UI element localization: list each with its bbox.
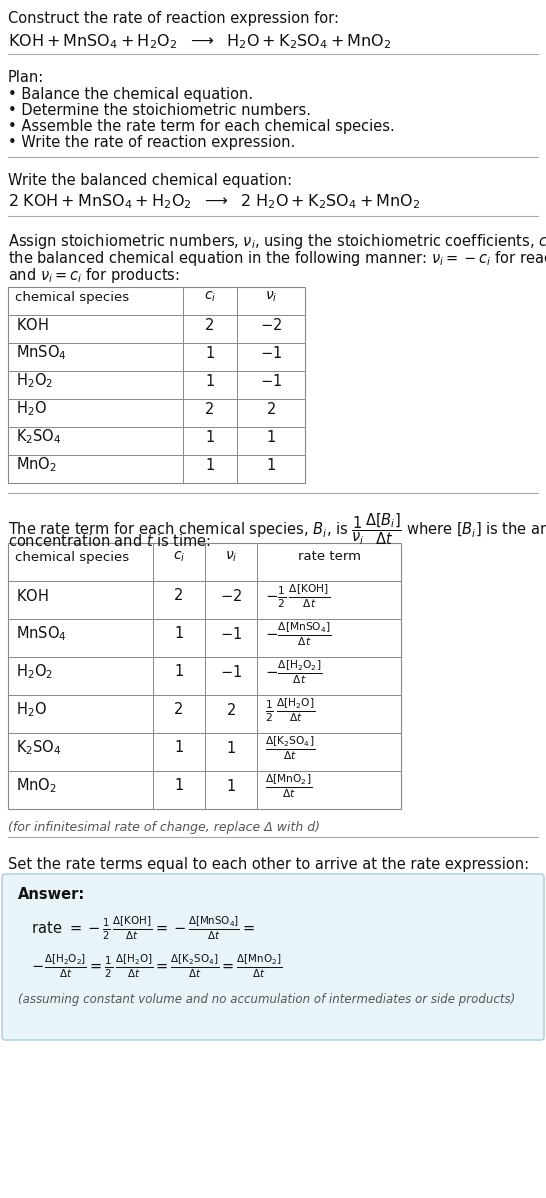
- Text: $2$: $2$: [226, 702, 236, 718]
- Text: $1$: $1$: [266, 456, 276, 473]
- Text: 1: 1: [205, 345, 215, 361]
- Text: (assuming constant volume and no accumulation of intermediates or side products): (assuming constant volume and no accumul…: [18, 993, 515, 1006]
- Text: and $\nu_i = c_i$ for products:: and $\nu_i = c_i$ for products:: [8, 266, 180, 285]
- Text: The rate term for each chemical species, $B_i$, is $\dfrac{1}{\nu_i}\dfrac{\Delt: The rate term for each chemical species,…: [8, 512, 546, 546]
- Text: $\mathregular{H_2O_2}$: $\mathregular{H_2O_2}$: [16, 371, 53, 391]
- Text: Construct the rate of reaction expression for:: Construct the rate of reaction expressio…: [8, 11, 339, 26]
- Text: 1: 1: [174, 740, 183, 756]
- Text: $-2$: $-2$: [260, 317, 282, 333]
- Text: Answer:: Answer:: [18, 887, 85, 902]
- Text: $-\frac{1}{2}\,\frac{\Delta[\mathregular{KOH}]}{\Delta t}$: $-\frac{1}{2}\,\frac{\Delta[\mathregular…: [265, 582, 330, 610]
- Text: $\mathregular{KOH}$: $\mathregular{KOH}$: [16, 317, 49, 333]
- Text: $\mathregular{H_2O}$: $\mathregular{H_2O}$: [16, 701, 47, 719]
- Text: $-\frac{\Delta[\mathregular{H_2O_2}]}{\Delta t} = \frac{1}{2}\,\frac{\Delta[\mat: $-\frac{\Delta[\mathregular{H_2O_2}]}{\D…: [18, 952, 282, 980]
- Text: $\mathregular{H_2O_2}$: $\mathregular{H_2O_2}$: [16, 662, 53, 682]
- Text: $\mathregular{MnO_2}$: $\mathregular{MnO_2}$: [16, 776, 57, 795]
- Text: chemical species: chemical species: [15, 551, 129, 563]
- Text: 2: 2: [205, 401, 215, 417]
- Text: chemical species: chemical species: [15, 290, 129, 303]
- Text: $-1$: $-1$: [260, 345, 282, 361]
- Text: $\mathregular{MnSO_4}$: $\mathregular{MnSO_4}$: [16, 624, 67, 643]
- Text: $c_i$: $c_i$: [204, 290, 216, 304]
- Text: $\mathregular{MnO_2}$: $\mathregular{MnO_2}$: [16, 455, 57, 474]
- Text: $-1$: $-1$: [260, 373, 282, 389]
- Text: Plan:: Plan:: [8, 69, 44, 85]
- Text: $-1$: $-1$: [220, 664, 242, 680]
- Text: $\frac{\Delta[\mathregular{K_2SO_4}]}{\Delta t}$: $\frac{\Delta[\mathregular{K_2SO_4}]}{\D…: [265, 734, 315, 762]
- Text: (for infinitesimal rate of change, replace Δ with d): (for infinitesimal rate of change, repla…: [8, 821, 320, 834]
- Text: $1$: $1$: [226, 778, 236, 794]
- Text: $1$: $1$: [266, 429, 276, 444]
- Text: Write the balanced chemical equation:: Write the balanced chemical equation:: [8, 173, 292, 188]
- Text: $\mathregular{K_2SO_4}$: $\mathregular{K_2SO_4}$: [16, 428, 62, 447]
- Text: $\mathregular{KOH}$: $\mathregular{KOH}$: [16, 588, 49, 604]
- Text: 1: 1: [205, 374, 215, 388]
- Text: • Balance the chemical equation.: • Balance the chemical equation.: [8, 87, 253, 102]
- Text: $c_i$: $c_i$: [173, 550, 185, 564]
- Bar: [8, 543, 401, 809]
- Text: Assign stoichiometric numbers, $\nu_i$, using the stoichiometric coefficients, $: Assign stoichiometric numbers, $\nu_i$, …: [8, 232, 546, 252]
- Text: • Assemble the rate term for each chemical species.: • Assemble the rate term for each chemic…: [8, 119, 395, 134]
- Text: $-\frac{\Delta[\mathregular{H_2O_2}]}{\Delta t}$: $-\frac{\Delta[\mathregular{H_2O_2}]}{\D…: [265, 658, 322, 685]
- Text: $\mathregular{2\;KOH + MnSO_4 + H_2O_2}$  $\longrightarrow$  $\mathregular{2\;H_: $\mathregular{2\;KOH + MnSO_4 + H_2O_2}$…: [8, 192, 420, 211]
- Text: rate term: rate term: [298, 551, 360, 563]
- Text: $\frac{1}{2}\,\frac{\Delta[\mathregular{H_2O}]}{\Delta t}$: $\frac{1}{2}\,\frac{\Delta[\mathregular{…: [265, 696, 316, 724]
- Text: 1: 1: [174, 665, 183, 679]
- Text: $\frac{\Delta[\mathregular{MnO_2}]}{\Delta t}$: $\frac{\Delta[\mathregular{MnO_2}]}{\Del…: [265, 773, 312, 800]
- Text: $\mathregular{K_2SO_4}$: $\mathregular{K_2SO_4}$: [16, 739, 62, 757]
- Text: $\nu_i$: $\nu_i$: [265, 290, 277, 304]
- Text: 1: 1: [205, 430, 215, 444]
- Text: 1: 1: [174, 627, 183, 641]
- Text: the balanced chemical equation in the following manner: $\nu_i = -c_i$ for react: the balanced chemical equation in the fo…: [8, 249, 546, 268]
- Text: $\mathregular{KOH + MnSO_4 + H_2O_2}$  $\longrightarrow$  $\mathregular{H_2O + K: $\mathregular{KOH + MnSO_4 + H_2O_2}$ $\…: [8, 32, 391, 50]
- Text: $\nu_i$: $\nu_i$: [225, 550, 237, 564]
- Text: $-\frac{\Delta[\mathregular{MnSO_4}]}{\Delta t}$: $-\frac{\Delta[\mathregular{MnSO_4}]}{\D…: [265, 621, 332, 648]
- FancyBboxPatch shape: [2, 875, 544, 1040]
- Text: • Write the rate of reaction expression.: • Write the rate of reaction expression.: [8, 135, 295, 150]
- Text: $\mathregular{H_2O}$: $\mathregular{H_2O}$: [16, 400, 47, 418]
- Text: $2$: $2$: [266, 401, 276, 417]
- Text: 1: 1: [205, 458, 215, 472]
- Text: rate $= -\frac{1}{2}\,\frac{\Delta[\mathregular{KOH}]}{\Delta t} = -\frac{\Delta: rate $= -\frac{1}{2}\,\frac{\Delta[\math…: [18, 915, 256, 943]
- Text: 2: 2: [205, 317, 215, 333]
- Bar: [8, 288, 305, 483]
- Text: 2: 2: [174, 702, 183, 718]
- Text: 2: 2: [174, 588, 183, 604]
- Text: Set the rate terms equal to each other to arrive at the rate expression:: Set the rate terms equal to each other t…: [8, 857, 529, 872]
- Text: $1$: $1$: [226, 740, 236, 756]
- Text: $-1$: $-1$: [220, 627, 242, 642]
- Text: 1: 1: [174, 779, 183, 793]
- Text: concentration and $t$ is time:: concentration and $t$ is time:: [8, 533, 211, 549]
- Text: • Determine the stoichiometric numbers.: • Determine the stoichiometric numbers.: [8, 103, 311, 117]
- Text: $-2$: $-2$: [220, 588, 242, 604]
- Text: $\mathregular{MnSO_4}$: $\mathregular{MnSO_4}$: [16, 344, 67, 362]
